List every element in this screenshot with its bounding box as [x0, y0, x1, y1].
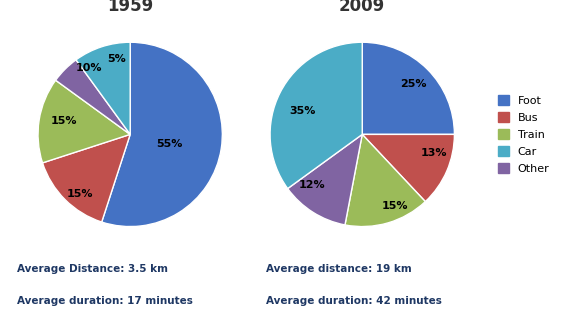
Text: 15%: 15%: [50, 116, 77, 125]
Wedge shape: [270, 42, 362, 188]
Wedge shape: [345, 134, 425, 227]
Text: 55%: 55%: [156, 139, 182, 148]
Text: 15%: 15%: [66, 189, 93, 199]
Text: Average duration: 17 minutes: Average duration: 17 minutes: [17, 296, 193, 306]
Title: 2009: 2009: [339, 0, 385, 15]
Legend: Foot, Bus, Train, Car, Other: Foot, Bus, Train, Car, Other: [495, 92, 553, 177]
Wedge shape: [38, 80, 130, 163]
Wedge shape: [102, 42, 222, 227]
Text: 5%: 5%: [107, 54, 126, 64]
Text: 35%: 35%: [289, 106, 315, 116]
Wedge shape: [288, 134, 362, 225]
Text: Average Distance: 3.5 km: Average Distance: 3.5 km: [17, 264, 168, 274]
Text: Average distance: 19 km: Average distance: 19 km: [266, 264, 412, 274]
Title: 1959: 1959: [107, 0, 153, 15]
Wedge shape: [42, 134, 130, 222]
Wedge shape: [76, 42, 130, 134]
Text: 25%: 25%: [400, 79, 426, 89]
Wedge shape: [55, 60, 130, 134]
Text: 12%: 12%: [298, 180, 325, 190]
Wedge shape: [362, 42, 454, 134]
Text: Average duration: 42 minutes: Average duration: 42 minutes: [266, 296, 442, 306]
Text: 10%: 10%: [75, 63, 102, 73]
Text: 13%: 13%: [421, 148, 447, 158]
Wedge shape: [362, 134, 454, 202]
Text: 15%: 15%: [381, 201, 408, 211]
